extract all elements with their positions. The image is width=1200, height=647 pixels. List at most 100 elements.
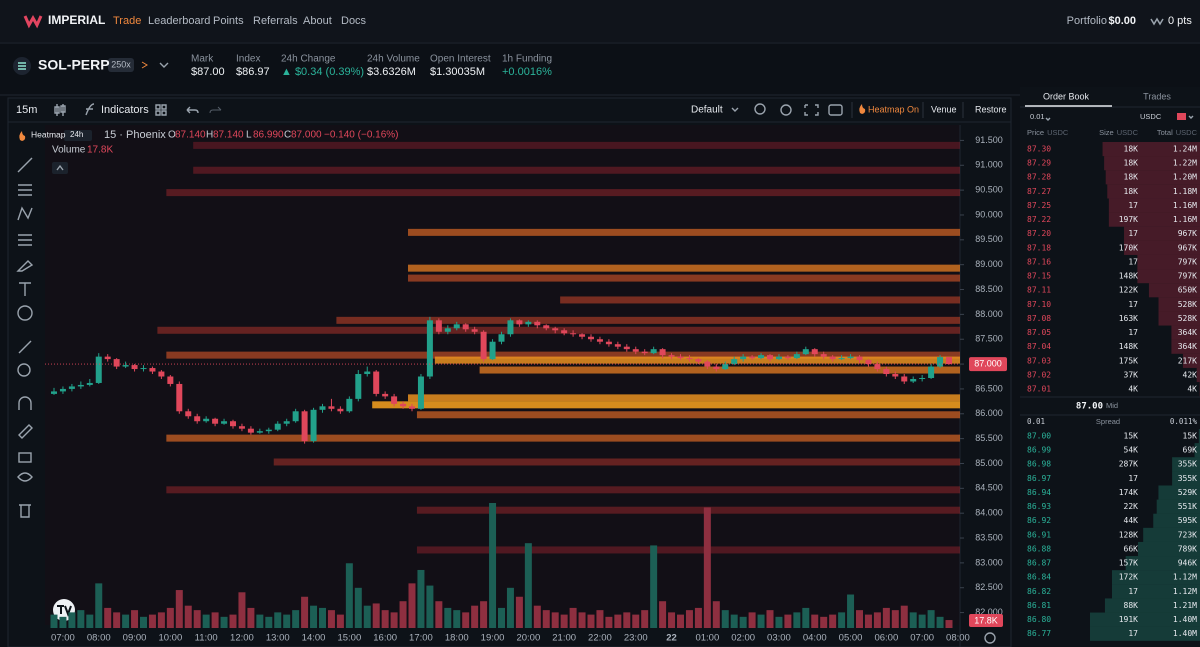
price: 87.02 — [1027, 370, 1051, 379]
nav-link[interactable]: Trade — [113, 15, 141, 27]
restore[interactable]: Restore — [975, 104, 1007, 114]
edit-tool[interactable] — [18, 424, 33, 439]
candle-body — [176, 383, 183, 412]
tab[interactable]: Trades — [1143, 91, 1171, 101]
candle-body — [328, 406, 335, 409]
candle-body — [444, 328, 451, 332]
x-tick-label: 19:00 — [481, 633, 505, 644]
volume-bar — [623, 612, 631, 628]
dropdown-icon[interactable] — [1045, 117, 1051, 121]
depth-bar — [1137, 269, 1200, 284]
volume-bar — [444, 607, 452, 628]
stat-label: Open Interest — [430, 54, 491, 65]
dropdown-icon[interactable] — [1188, 115, 1194, 119]
size: 17 — [1128, 629, 1138, 638]
candle-body — [507, 320, 514, 335]
drawing-tools — [16, 157, 34, 518]
volume-bar — [131, 610, 139, 628]
fire-icon[interactable] — [859, 104, 866, 114]
candle-body — [775, 356, 782, 360]
size: 18K — [1124, 145, 1139, 154]
size: 54K — [1124, 446, 1139, 455]
volume-bar — [86, 614, 94, 628]
nav-link[interactable]: Referrals — [253, 15, 298, 27]
volume-bar — [614, 614, 622, 628]
brush-tool[interactable] — [16, 260, 34, 272]
heatmap-toggle[interactable]: Heatmap On — [868, 104, 919, 114]
collapse-icon[interactable] — [56, 164, 64, 171]
settings-icon[interactable] — [780, 104, 792, 116]
total: 1.22M — [1173, 159, 1197, 168]
total: 797K — [1178, 272, 1197, 281]
emoji-tool[interactable] — [17, 305, 33, 321]
interval[interactable]: 15m — [16, 104, 37, 116]
heatmap-band — [560, 296, 960, 304]
undo-icon[interactable] — [186, 106, 199, 114]
portfolio-value: $0.00 — [1108, 15, 1136, 27]
layout-icon[interactable] — [155, 104, 167, 116]
dropdown-icon[interactable] — [731, 107, 739, 112]
range-badge[interactable] — [64, 130, 92, 141]
candle-body — [910, 378, 917, 382]
view-icon[interactable] — [1177, 113, 1186, 120]
layout[interactable]: Default — [691, 105, 723, 116]
fib-tool[interactable] — [18, 184, 32, 196]
price: 87.29 — [1027, 159, 1051, 168]
ruler-tool[interactable] — [18, 340, 32, 354]
zoom-tool[interactable] — [17, 363, 31, 377]
candle-body — [471, 329, 478, 332]
venue[interactable]: Venue — [931, 104, 957, 114]
heatmap-band — [166, 189, 961, 197]
camera-icon[interactable] — [828, 104, 843, 116]
tick-size[interactable]: 0.01 — [1030, 112, 1045, 121]
text-tool[interactable] — [19, 282, 31, 296]
volume-bar — [471, 605, 479, 628]
size: 175K — [1119, 356, 1138, 365]
nav-link[interactable]: About — [303, 15, 332, 27]
pattern-tool[interactable] — [17, 206, 33, 221]
indicators[interactable]: Indicators — [101, 104, 149, 116]
ohlc-key: H — [206, 130, 213, 141]
projection-tool[interactable] — [18, 234, 32, 246]
size: 17 — [1128, 229, 1138, 238]
currency[interactable]: USDC — [1140, 112, 1162, 121]
ohlc-value: 86.990 — [253, 130, 284, 141]
search-icon[interactable] — [754, 103, 766, 115]
order-book-panel — [1020, 87, 1200, 647]
stat-value: +0.0016% — [502, 66, 552, 78]
volume-bar — [390, 612, 398, 628]
fx-icon[interactable] — [85, 103, 95, 116]
y-tick-label: 89.500 — [975, 234, 1003, 244]
volume-bar — [703, 507, 711, 628]
fullscreen-icon[interactable] — [804, 104, 819, 116]
volume-bar — [694, 607, 702, 628]
eye-tool[interactable] — [17, 472, 33, 482]
candle-body — [310, 409, 317, 442]
collapse-button[interactable] — [52, 162, 68, 174]
settings-icon[interactable] — [984, 632, 996, 644]
depth-bar — [1143, 527, 1200, 542]
legend-range[interactable]: 24h — [70, 130, 83, 139]
redo-icon[interactable] — [209, 106, 222, 114]
candle-icon[interactable] — [54, 104, 66, 116]
tab[interactable]: Order Book — [1043, 91, 1090, 101]
candle-body — [355, 374, 362, 399]
volume-tag — [969, 614, 1003, 627]
candle-body — [758, 355, 765, 359]
volume-bar — [417, 569, 425, 628]
logo[interactable] — [23, 14, 43, 29]
line-tool[interactable] — [17, 157, 33, 173]
nav-link[interactable]: Leaderboard — [148, 15, 210, 27]
candle-body — [561, 330, 568, 334]
size: 18K — [1124, 159, 1139, 168]
lock-tool[interactable] — [18, 452, 32, 463]
magnet-tool[interactable] — [18, 396, 32, 410]
nav-link[interactable]: Points — [213, 15, 244, 27]
star-icon[interactable] — [141, 61, 148, 69]
nav-link[interactable]: Docs — [341, 15, 367, 27]
volume-bar — [238, 592, 246, 628]
x-tick-label: 22:00 — [588, 633, 612, 644]
delete-tool[interactable] — [19, 504, 31, 518]
dropdown-icon[interactable] — [159, 62, 169, 68]
price: 87.15 — [1027, 272, 1051, 281]
